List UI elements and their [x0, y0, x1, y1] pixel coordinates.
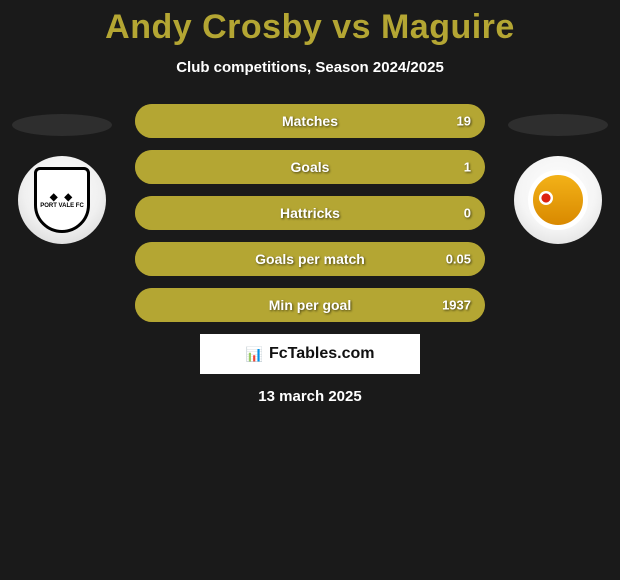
stat-list: Matches 19 Goals 1 Hattricks 0 Goals per match… [135, 104, 485, 322]
stat-label: Goals [291, 159, 330, 175]
stat-value-right: 1 [464, 160, 471, 175]
stat-row: Matches 19 [135, 104, 485, 138]
player-shadow-right [508, 114, 608, 136]
stat-value-right: 1937 [442, 298, 471, 313]
port-vale-crest-icon: ◆ ◆ PORT VALE FC [34, 167, 90, 233]
team-badge-left: ◆ ◆ PORT VALE FC [18, 156, 106, 244]
stat-label: Hattricks [280, 205, 340, 221]
brand-label: FcTables.com [269, 345, 375, 363]
mk-dons-crest-icon [528, 170, 588, 230]
stat-row: Goals per match 0.05 [135, 242, 485, 276]
comparison-card: Andy Crosby vs Maguire Club competitions… [0, 0, 620, 405]
date-label: 13 march 2025 [0, 388, 620, 405]
player-shadow-left [12, 114, 112, 136]
compare-body: ◆ ◆ PORT VALE FC Matches 19 Goals 1 Hattrick… [0, 104, 620, 405]
stat-value-right: 0 [464, 206, 471, 221]
stat-label: Goals per match [255, 251, 365, 267]
brand-box[interactable]: 📊 FcTables.com [200, 334, 420, 374]
page-title: Andy Crosby vs Maguire [0, 8, 620, 47]
stat-row: Min per goal 1937 [135, 288, 485, 322]
stat-label: Min per goal [269, 297, 351, 313]
subtitle: Club competitions, Season 2024/2025 [0, 59, 620, 76]
stat-value-right: 19 [457, 114, 471, 129]
chart-icon: 📊 [246, 346, 263, 363]
stat-value-right: 0.05 [446, 252, 471, 267]
stat-label: Matches [282, 113, 338, 129]
team-badge-right [514, 156, 602, 244]
stat-row: Goals 1 [135, 150, 485, 184]
stat-row: Hattricks 0 [135, 196, 485, 230]
